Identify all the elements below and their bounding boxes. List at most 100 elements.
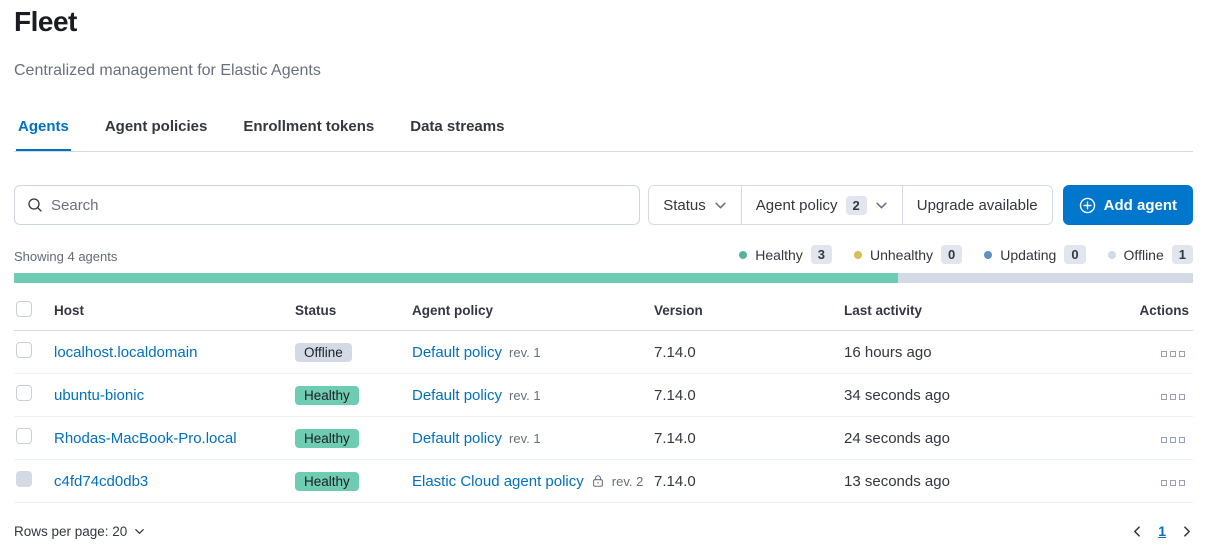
table-row: c4fd74cd0db3 Healthy Elastic Cloud agent p… (14, 459, 1193, 503)
status-dot-icon (739, 250, 748, 259)
agent-policy-link[interactable]: Default policy (412, 343, 503, 361)
legend-count-badge: 0 (1064, 245, 1086, 264)
host-link[interactable]: c4fd74cd0db3 (54, 472, 149, 490)
status-badge: Healthy (295, 385, 359, 405)
next-page-button[interactable] (1180, 525, 1193, 538)
legend-label: Offline (1123, 246, 1164, 263)
row-checkbox (16, 471, 32, 487)
page-subtitle: Centralized management for Elastic Agent… (14, 62, 321, 79)
policy-revision: rev. 1 (509, 387, 541, 403)
status-dot-icon (853, 250, 862, 259)
legend-count-badge: 1 (1171, 245, 1193, 264)
search-icon (28, 198, 42, 212)
column-header-actions: Actions (1094, 293, 1193, 331)
chevron-down-icon (715, 202, 726, 208)
filter-group: Status Agent policy 2 Upgrade available (648, 185, 1053, 225)
plus-circle-icon (1079, 197, 1095, 213)
agent-policy-link[interactable]: Default policy (412, 429, 503, 447)
rows-per-page-selector[interactable]: Rows per page: 20 (14, 524, 145, 539)
table-row: localhost.localdomain Offline Default poli… (14, 330, 1193, 374)
select-all-checkbox[interactable] (16, 301, 32, 317)
rows-per-page-label: Rows per page: 20 (14, 523, 128, 539)
legend-item-offline: Offline 1 (1107, 245, 1193, 264)
policy-revision: rev. 1 (509, 430, 541, 446)
tab-data-streams[interactable]: Data streams (410, 118, 505, 135)
version-cell: 7.14.0 (654, 330, 844, 374)
row-actions-button[interactable] (1161, 350, 1185, 357)
host-link[interactable]: Rhodas-MacBook-Pro.local (54, 429, 237, 447)
last-activity-cell: 13 seconds ago (844, 459, 1094, 503)
policy-revision: rev. 1 (509, 344, 541, 360)
host-link[interactable]: localhost.localdomain (54, 343, 198, 361)
legend-label: Unhealthy (869, 246, 934, 263)
health-status-bar (14, 273, 1193, 283)
filter-label: Upgrade available (916, 196, 1038, 214)
legend-label: Healthy (755, 246, 803, 263)
row-checkbox[interactable] (16, 428, 32, 444)
policy-revision: rev. 2 (611, 473, 644, 489)
chevron-left-icon (1134, 525, 1141, 537)
page-number-1[interactable]: 1 (1158, 523, 1166, 539)
lock-icon (592, 474, 603, 487)
row-checkbox[interactable] (16, 342, 32, 358)
row-checkbox[interactable] (16, 385, 32, 401)
table-footer: Rows per page: 20 1 (14, 523, 1193, 539)
toolbar: Status Agent policy 2 Upgrade available Add… (14, 185, 1193, 225)
column-header-status: Status (295, 293, 412, 331)
agent-policy-link[interactable]: Default policy (412, 386, 503, 404)
legend-item-healthy: Healthy 3 (739, 245, 832, 264)
last-activity-cell: 34 seconds ago (844, 373, 1094, 417)
version-cell: 7.14.0 (654, 416, 844, 460)
chevron-down-icon (135, 528, 145, 534)
search-input[interactable] (51, 196, 628, 214)
row-actions-button[interactable] (1161, 436, 1185, 443)
filter-status[interactable]: Status (649, 186, 741, 224)
legend-count-badge: 3 (810, 245, 832, 264)
select-all-cell (14, 293, 54, 331)
table-row: ubuntu-bionic Healthy Default policy rev. 1… (14, 373, 1193, 417)
legend-count-badge: 0 (941, 245, 963, 264)
add-agent-button[interactable]: Add agent (1062, 185, 1193, 225)
table-row: Rhodas-MacBook-Pro.local Healthy Default p… (14, 416, 1193, 460)
filter-count-badge: 2 (845, 195, 867, 215)
page-header: Fleet Centralized management for Elastic… (14, 0, 1193, 80)
last-activity-cell: 16 hours ago (844, 330, 1094, 374)
status-dot-icon (1107, 250, 1116, 259)
tab-enrollment-tokens[interactable]: Enrollment tokens (243, 118, 375, 135)
agent-count-text: Showing 4 agents (14, 249, 118, 264)
health-legend: Healthy 3 Unhealthy 0 Updating 0 Offline 1 (739, 245, 1193, 264)
filter-upgrade-available[interactable]: Upgrade available (901, 186, 1052, 224)
agent-policy-link[interactable]: Elastic Cloud agent policy (412, 472, 584, 490)
add-agent-label: Add agent (1103, 196, 1177, 214)
status-badge: Offline (295, 342, 352, 362)
legend-item-unhealthy: Unhealthy 0 (853, 245, 963, 264)
fleet-page: Fleet Centralized management for Elastic… (14, 0, 1193, 539)
legend-item-updating: Updating 0 (984, 245, 1086, 264)
previous-page-button[interactable] (1131, 525, 1144, 538)
host-link[interactable]: ubuntu-bionic (54, 386, 145, 404)
search-box[interactable] (14, 185, 641, 225)
status-badge: Healthy (295, 471, 359, 491)
status-dot-icon (984, 250, 993, 259)
pagination: 1 (1131, 523, 1193, 539)
filter-agent-policy[interactable]: Agent policy 2 (740, 186, 902, 224)
column-header-host: Host (54, 293, 295, 331)
column-header-version: Version (654, 293, 844, 331)
version-cell: 7.14.0 (654, 459, 844, 503)
tab-agent-policies[interactable]: Agent policies (104, 118, 208, 135)
last-activity-cell: 24 seconds ago (844, 416, 1094, 460)
health-status-bar-fill (14, 273, 899, 283)
column-header-policy: Agent policy (412, 293, 654, 331)
summary-row: Showing 4 agents Healthy 3 Unhealthy 0 Updat… (14, 245, 1193, 264)
row-actions-button[interactable] (1161, 479, 1185, 486)
legend-label: Updating (1000, 246, 1057, 263)
filter-label: Agent policy (755, 196, 838, 214)
page-title: Fleet (14, 6, 77, 37)
column-header-activity: Last activity (844, 293, 1094, 331)
chevron-right-icon (1184, 525, 1190, 537)
row-actions-button[interactable] (1161, 393, 1185, 400)
table-header-row: Host Status Agent policy Version Last activi… (14, 293, 1193, 331)
tab-agents[interactable]: Agents (16, 108, 71, 151)
status-badge: Healthy (295, 428, 359, 448)
filter-label: Status (663, 196, 706, 214)
